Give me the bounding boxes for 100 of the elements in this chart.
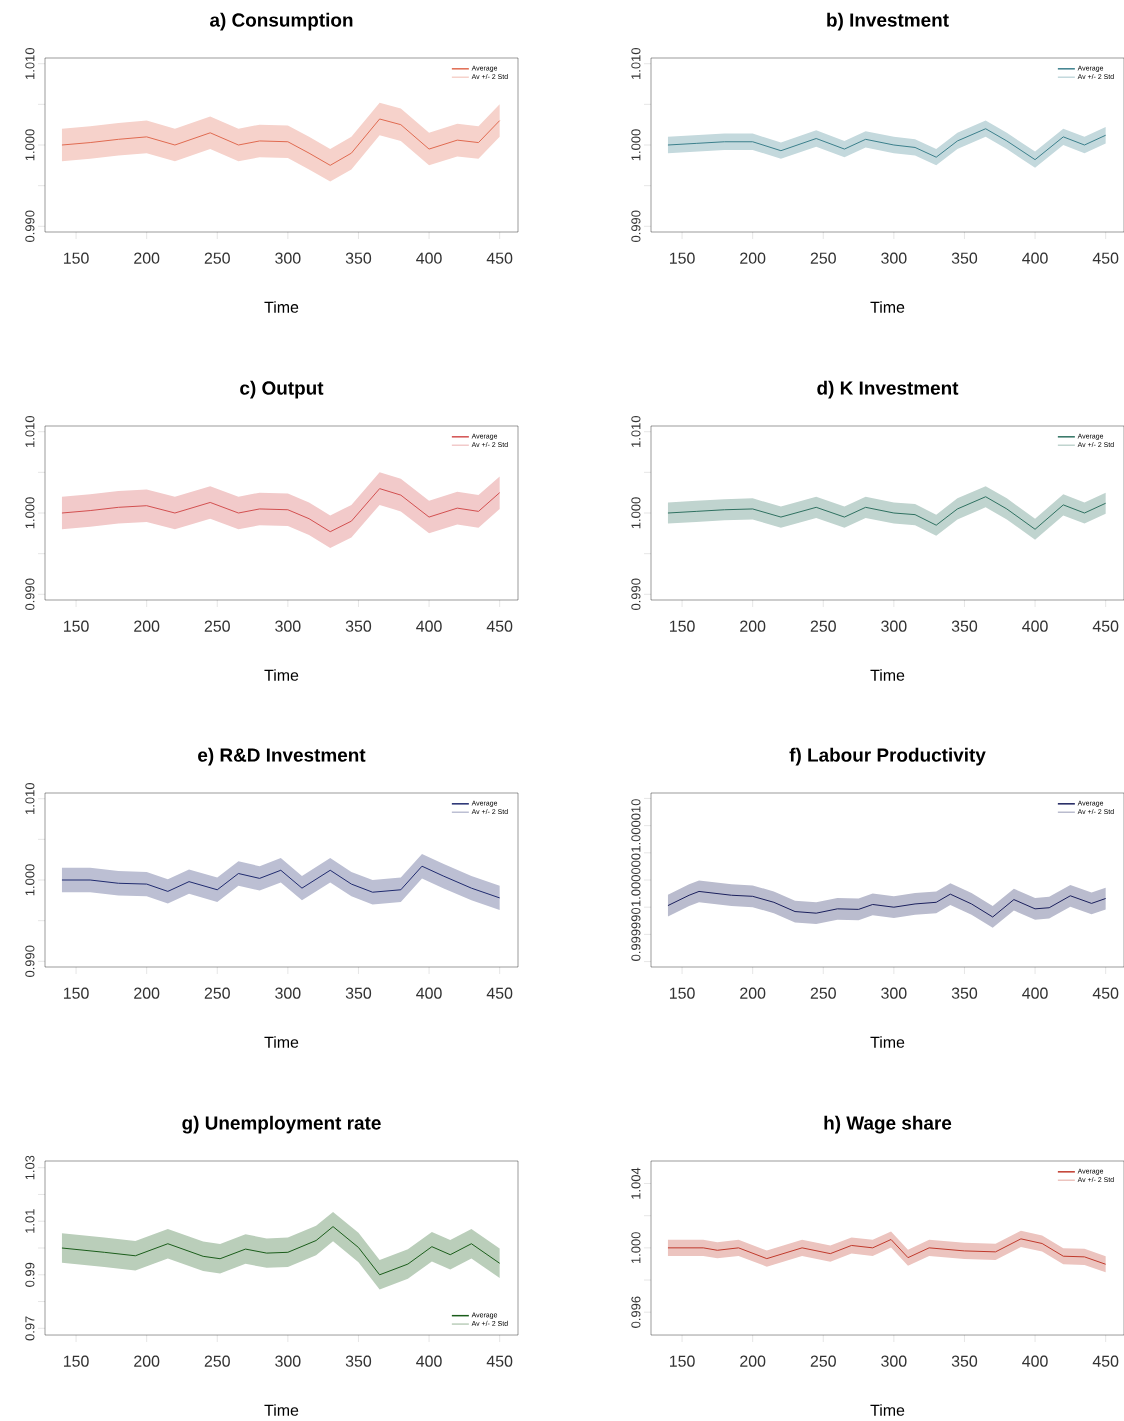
y-tick-label: 1.010 xyxy=(25,416,35,447)
x-tick-label: 250 xyxy=(810,987,836,999)
y-tick-label: 0.97 xyxy=(25,1316,35,1341)
chart-title: h) Wage share xyxy=(824,1115,952,1134)
chart-title: d) K Investment xyxy=(817,380,959,399)
y-tick-label: 0.996 xyxy=(631,1296,641,1328)
y-tick-label: 1.010 xyxy=(25,47,35,79)
line-series xyxy=(667,890,1107,918)
x-axis-title: Time xyxy=(870,669,905,681)
x-tick-label: 400 xyxy=(416,252,442,264)
x-tick-label: 400 xyxy=(1022,252,1048,264)
y-tick-label: 1.010 xyxy=(631,47,641,79)
line-series xyxy=(61,118,501,166)
line-series xyxy=(61,488,501,533)
x-tick-label: 150 xyxy=(63,252,89,264)
x-tick-label: 250 xyxy=(810,1355,836,1367)
x-tick-label: 450 xyxy=(1092,987,1119,999)
y-tick-label: 1.01 xyxy=(25,1209,35,1233)
y-tick-label: 1.000 xyxy=(631,129,641,161)
x-tick-label: 450 xyxy=(486,252,513,264)
chart-title: e) R&D Investment xyxy=(198,747,366,766)
x-tick-label: 350 xyxy=(951,620,978,632)
line-series xyxy=(667,1238,1107,1265)
y-tick-label: 1.000000 xyxy=(631,853,641,907)
x-tick-label: 300 xyxy=(275,620,301,632)
y-tick-label: 1.000 xyxy=(25,129,35,161)
x-tick-label: 150 xyxy=(63,620,89,632)
x-tick-label: 200 xyxy=(134,620,160,632)
x-tick-label: 200 xyxy=(740,620,766,632)
x-tick-label: 400 xyxy=(1022,620,1048,632)
x-tick-label: 450 xyxy=(486,620,513,632)
x-tick-label: 300 xyxy=(275,252,301,264)
y-tick-label: 0.990 xyxy=(25,578,35,611)
x-tick-label: 350 xyxy=(951,987,978,999)
x-tick-label: 350 xyxy=(345,1355,372,1367)
y-tick-label: 1.004 xyxy=(631,1167,641,1199)
x-tick-label: 350 xyxy=(345,987,372,999)
y-tick-label: 1.000 xyxy=(25,497,35,529)
y-tick-label: 1.03 xyxy=(25,1155,35,1180)
y-tick-label: 1.000 xyxy=(631,1232,641,1264)
x-axis-title: Time xyxy=(264,1404,299,1416)
x-tick-label: 150 xyxy=(669,252,695,264)
x-tick-label: 400 xyxy=(416,620,442,632)
x-axis-title: Time xyxy=(264,301,299,313)
y-tick-label: 1.000 xyxy=(25,864,35,896)
x-axis-title: Time xyxy=(264,669,299,681)
y-tick-label: 0.99 xyxy=(25,1262,35,1287)
chart-title: c) Output xyxy=(240,380,324,399)
x-tick-label: 400 xyxy=(416,987,442,999)
x-axis-title: Time xyxy=(870,1404,905,1416)
x-tick-label: 200 xyxy=(740,1355,766,1367)
y-tick-label: 1.010 xyxy=(25,783,35,814)
x-axis-title: Time xyxy=(264,1036,299,1048)
x-tick-label: 150 xyxy=(669,987,695,999)
x-tick-label: 200 xyxy=(134,252,160,264)
x-tick-label: 250 xyxy=(810,620,836,632)
x-tick-label: 450 xyxy=(1092,1355,1119,1367)
x-axis-title: Time xyxy=(870,1036,905,1048)
y-tick-label: 1.010 xyxy=(631,416,641,447)
x-tick-label: 450 xyxy=(486,1355,513,1367)
x-tick-label: 150 xyxy=(669,1355,695,1367)
chart-title: b) Investment xyxy=(827,12,949,31)
x-tick-label: 150 xyxy=(63,1355,89,1367)
x-tick-label: 400 xyxy=(1022,1355,1048,1367)
x-tick-label: 350 xyxy=(345,620,372,632)
y-tick-label: 0.990 xyxy=(631,210,641,243)
y-tick-label: 1.000010 xyxy=(631,799,641,852)
x-tick-label: 250 xyxy=(204,252,230,264)
x-tick-label: 200 xyxy=(740,252,766,264)
line-series xyxy=(61,865,501,899)
x-tick-label: 450 xyxy=(1092,252,1119,264)
x-tick-label: 300 xyxy=(881,620,907,632)
x-tick-label: 250 xyxy=(204,987,230,999)
x-tick-label: 250 xyxy=(810,252,836,264)
chart-title: g) Unemployment rate xyxy=(182,1115,381,1134)
x-tick-label: 200 xyxy=(134,1355,160,1367)
x-tick-label: 300 xyxy=(881,252,907,264)
line-series xyxy=(61,1226,501,1276)
x-tick-label: 150 xyxy=(669,620,695,632)
x-tick-label: 350 xyxy=(345,252,372,264)
x-tick-label: 150 xyxy=(63,987,89,999)
y-tick-label: 0.990 xyxy=(631,578,641,611)
x-tick-label: 300 xyxy=(881,987,907,999)
x-tick-label: 300 xyxy=(881,1355,907,1367)
x-tick-label: 400 xyxy=(416,1355,442,1367)
x-axis-title: Time xyxy=(870,301,905,313)
chart-title: a) Consumption xyxy=(210,12,353,31)
x-tick-label: 250 xyxy=(204,1355,230,1367)
x-tick-label: 300 xyxy=(275,987,301,999)
x-tick-label: 200 xyxy=(134,987,160,999)
y-tick-label: 0.990 xyxy=(25,210,35,243)
x-tick-label: 350 xyxy=(951,1355,978,1367)
x-tick-label: 450 xyxy=(486,987,513,999)
x-tick-label: 350 xyxy=(951,252,978,264)
line-series xyxy=(667,128,1107,161)
chart-title: f) Labour Productivity xyxy=(789,747,986,766)
x-tick-label: 300 xyxy=(275,1355,301,1367)
x-tick-label: 400 xyxy=(1022,987,1048,999)
x-tick-label: 450 xyxy=(1092,620,1119,632)
y-tick-label: 1.000 xyxy=(631,497,641,529)
